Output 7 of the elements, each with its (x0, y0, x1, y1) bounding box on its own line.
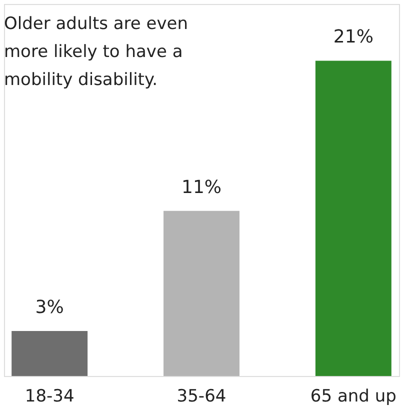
data-label: 21% (333, 26, 374, 48)
data-label: 3% (35, 296, 64, 318)
x-tick-label: 65 and up (310, 386, 396, 406)
chart-title: Older adults are even more likely to have a mobility disability. (4, 14, 188, 90)
data-label: 11% (181, 176, 222, 198)
x-tick-label: 35-64 (176, 386, 226, 406)
x-tick-label: 18-34 (24, 386, 74, 406)
